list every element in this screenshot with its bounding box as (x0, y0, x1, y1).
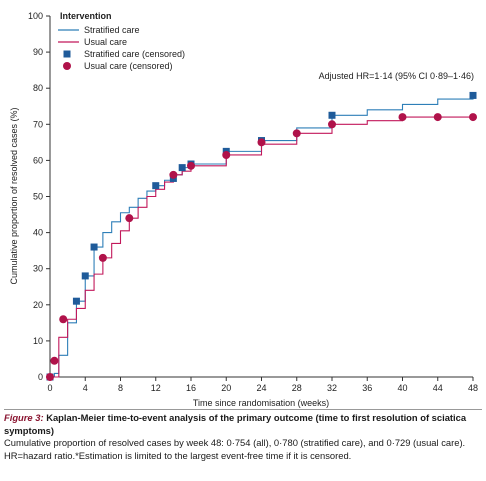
caption-title: Kaplan-Meier time-to-event analysis of t… (4, 412, 467, 436)
censored-marker-stratified-3 (90, 243, 98, 251)
x-tick-label-12: 12 (151, 383, 161, 393)
x-tick-label-24: 24 (256, 383, 266, 393)
censored-marker-usual-6 (187, 161, 195, 170)
x-tick-label-40: 40 (397, 383, 407, 393)
caption-rule (4, 409, 482, 410)
legend-title: Intervention (60, 11, 112, 21)
legend-label-usual: Usual care (84, 37, 127, 47)
censored-marker-stratified-10 (328, 111, 336, 119)
y-tick-label-90: 90 (33, 47, 43, 57)
x-tick-label-32: 32 (327, 383, 337, 393)
x-tick-label-16: 16 (186, 383, 196, 393)
censored-marker-stratified-6 (178, 164, 186, 172)
x-tick-label-20: 20 (221, 383, 231, 393)
censored-marker-usual-11 (398, 113, 407, 122)
y-tick-label-40: 40 (33, 228, 43, 238)
y-tick-label-100: 100 (28, 11, 43, 21)
y-tick-label-60: 60 (33, 155, 43, 165)
censored-marker-stratified-4 (152, 182, 160, 190)
x-tick-label-0: 0 (47, 383, 52, 393)
y-axis-title: Cumulative proportion of resolved cases … (9, 107, 19, 284)
legend-label-stratified: Stratified care (84, 25, 140, 35)
x-tick-label-4: 4 (83, 383, 88, 393)
censored-marker-usual-7 (222, 150, 231, 159)
censored-marker-usual-12 (433, 113, 442, 122)
censored-marker-usual-4 (125, 214, 134, 223)
censored-marker-usual-8 (257, 138, 266, 147)
series-line-usual (50, 116, 473, 378)
censored-marker-usual-0 (46, 373, 54, 381)
y-tick-label-50: 50 (33, 192, 43, 202)
x-tick-label-36: 36 (362, 383, 372, 393)
y-tick-label-10: 10 (33, 336, 43, 346)
censored-marker-usual-5 (169, 170, 178, 179)
censored-marker-usual-3 (98, 253, 107, 262)
hazard-ratio-annotation: Adjusted HR=1·14 (95% CI 0·89–1·46) (319, 71, 474, 81)
x-tick-label-48: 48 (468, 383, 478, 393)
series-layer (46, 91, 477, 381)
figure-caption: Figure 3: Kaplan-Meier time-to-event ana… (4, 412, 482, 462)
y-tick-label-30: 30 (33, 264, 43, 274)
y-tick-label-20: 20 (33, 300, 43, 310)
x-tick-label-8: 8 (118, 383, 123, 393)
legend-label-usual-censored: Usual care (censored) (84, 61, 173, 71)
censored-marker-usual-13 (469, 113, 477, 122)
censored-marker-stratified-2 (81, 272, 89, 280)
censored-marker-stratified-1 (72, 297, 80, 305)
censored-marker-usual-10 (328, 120, 336, 129)
censored-marker-usual-9 (292, 129, 301, 138)
censored-marker-usual-2 (59, 315, 68, 324)
caption-body: Cumulative proportion of resolved cases … (4, 437, 466, 461)
km-figure: 0 10 20 30 40 50 60 70 80 90 100 0 4 8 12 16 20 24 28 32 36… (9, 11, 478, 408)
caption-heading: Figure 3: Kaplan-Meier time-to-event ana… (4, 412, 482, 437)
x-tick-label-28: 28 (292, 383, 302, 393)
x-axis-title: Time since randomisation (weeks) (193, 398, 329, 408)
legend-marker-usual-censored (63, 62, 71, 70)
y-tick-label-80: 80 (33, 83, 43, 93)
y-tick-label-0: 0 (38, 372, 43, 382)
caption-figure-label: Figure 3: (4, 412, 44, 423)
y-tick-label-70: 70 (33, 119, 43, 129)
x-tick-label-44: 44 (433, 383, 443, 393)
censored-marker-stratified-11 (469, 91, 477, 99)
legend: Intervention Stratified care Usual care … (58, 11, 185, 71)
legend-marker-stratified-censored (63, 50, 71, 58)
censored-marker-usual-1 (50, 356, 59, 365)
legend-label-stratified-censored: Stratified care (censored) (84, 49, 185, 59)
